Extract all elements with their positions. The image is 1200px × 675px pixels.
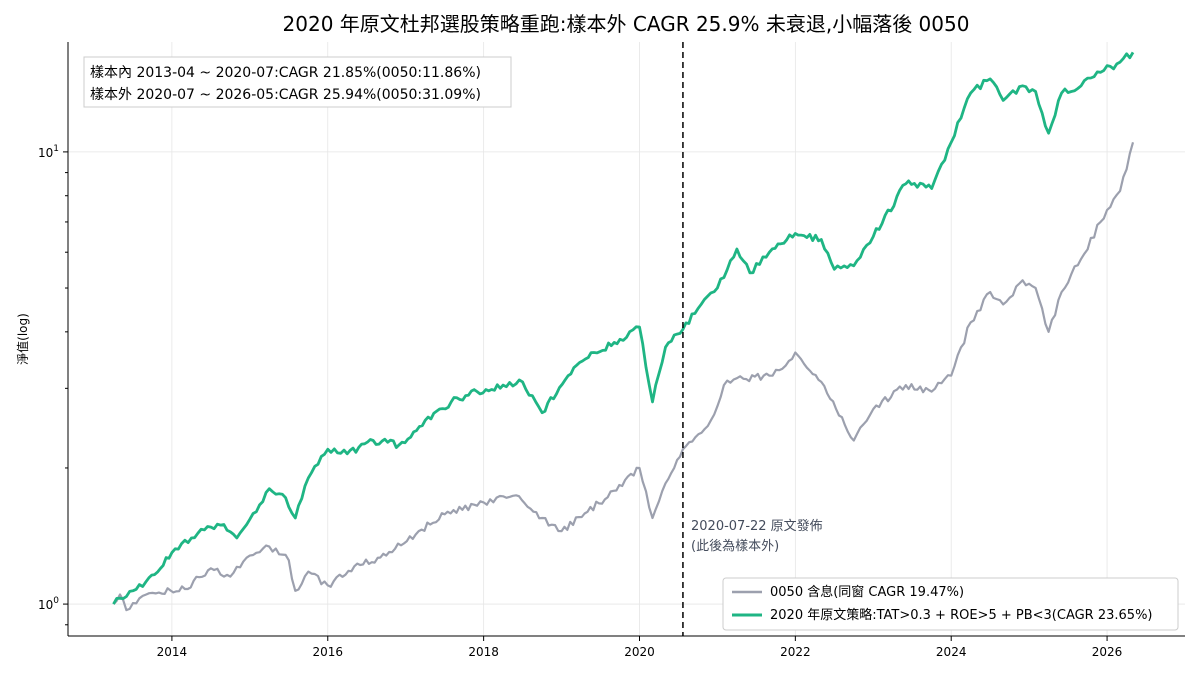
x-tick-layer: 2014 2016 2018 2020 2022 2024 2026 bbox=[157, 636, 1123, 659]
y-tick-label-1: 100 bbox=[38, 596, 59, 612]
series-line-0050 bbox=[112, 142, 1135, 612]
series-line-strategy bbox=[112, 51, 1135, 605]
info-box-line-out-of-sample: 樣本外 2020-07 ~ 2026-05:CAGR 25.94%(0050:3… bbox=[90, 86, 481, 103]
x-tick-label-2014: 2014 bbox=[157, 645, 188, 659]
x-tick-label-2024: 2024 bbox=[936, 645, 967, 659]
chart-title: 2020 年原文杜邦選股策略重跑:樣本外 CAGR 25.9% 未衰退,小幅落後… bbox=[283, 12, 970, 36]
y-axis-label: 淨值(log) bbox=[15, 313, 30, 365]
x-tick-label-2020: 2020 bbox=[624, 645, 655, 659]
x-tick-label-2018: 2018 bbox=[468, 645, 499, 659]
info-box-frame bbox=[83, 56, 512, 108]
y-tick-layer: 100 101 bbox=[38, 144, 68, 626]
x-tick-label-2022: 2022 bbox=[780, 645, 811, 659]
annotation-line-date: 2020-07-22 原文發佈 bbox=[691, 518, 823, 534]
info-box-line-in-sample: 樣本內 2013-04 ~ 2020-07:CAGR 21.85%(0050:1… bbox=[90, 64, 481, 81]
y-tick-label-10: 101 bbox=[38, 144, 59, 160]
series-layer bbox=[112, 51, 1135, 612]
axes-layer bbox=[67, 42, 1185, 637]
legend-label-0050: 0050 含息(同窗 CAGR 19.47%) bbox=[770, 584, 964, 600]
x-tick-label-2016: 2016 bbox=[312, 645, 343, 659]
split-annotation: 2020-07-22 原文發佈 (此後為樣本外) bbox=[691, 518, 823, 554]
annotation-line-note: (此後為樣本外) bbox=[691, 538, 779, 554]
legend-label-strategy: 2020 年原文策略:TAT>0.3 + ROE>5 + PB<3(CAGR 2… bbox=[770, 607, 1153, 623]
legend-frame bbox=[722, 577, 1179, 631]
x-tick-label-2026: 2026 bbox=[1092, 645, 1123, 659]
info-box: 樣本內 2013-04 ~ 2020-07:CAGR 21.85%(0050:1… bbox=[83, 56, 512, 108]
legend: 0050 含息(同窗 CAGR 19.47%) 2020 年原文策略:TAT>0… bbox=[722, 577, 1179, 631]
